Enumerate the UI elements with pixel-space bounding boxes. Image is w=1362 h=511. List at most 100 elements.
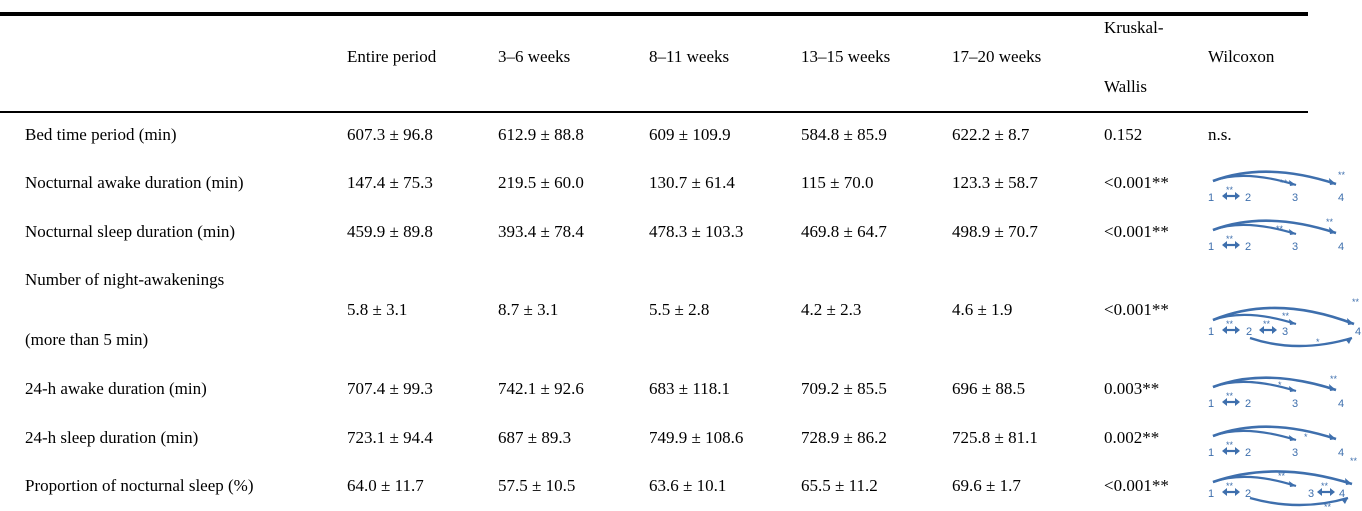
cell-13-15-weeks: 709.2 ± 85.5 bbox=[801, 379, 887, 398]
node-label: 3 bbox=[1292, 241, 1298, 253]
row-label: Nocturnal sleep duration (min) bbox=[25, 222, 236, 241]
node-label: 1 bbox=[1208, 398, 1214, 410]
significance-mark: ** bbox=[1330, 374, 1338, 384]
node-label: 1 bbox=[1208, 241, 1214, 253]
cell-13-15-weeks: 4.2 ± 2.3 bbox=[801, 300, 862, 319]
node-label: 3 bbox=[1308, 488, 1314, 500]
cell-8-11-weeks: 130.7 ± 61.4 bbox=[649, 173, 735, 192]
pairwise-comparison-graphic: 1 2 3 4 ** * bbox=[1208, 425, 1344, 459]
cell-3-6-weeks: 687 ± 89.3 bbox=[498, 428, 572, 447]
node-label: 3 bbox=[1292, 398, 1298, 410]
pairwise-comparison-graphic: 1 2 3 4 ** * ** bbox=[1208, 374, 1344, 410]
node-label: 4 bbox=[1338, 241, 1344, 253]
node-label: 2 bbox=[1245, 241, 1251, 253]
node-label: 1 bbox=[1208, 488, 1214, 500]
cell-8-11-weeks: 683 ± 118.1 bbox=[649, 379, 730, 398]
cell-17-20-weeks: 622.2 ± 8.7 bbox=[952, 125, 1030, 144]
row-label: Number of night-awakenings bbox=[25, 270, 225, 289]
cell-8-11-weeks: 5.5 ± 2.8 bbox=[649, 300, 710, 319]
cell-17-20-weeks: 696 ± 88.5 bbox=[952, 379, 1026, 398]
significance-mark: ** bbox=[1226, 440, 1234, 450]
cell-13-15-weeks: 115 ± 70.0 bbox=[801, 173, 874, 192]
cell-entire: 147.4 ± 75.3 bbox=[347, 173, 433, 192]
cell-wilcoxon-ns: n.s. bbox=[1208, 125, 1232, 144]
node-label: 2 bbox=[1246, 326, 1252, 338]
node-label: 4 bbox=[1355, 326, 1361, 338]
pairwise-comparison-graphic: 1 2 3 4 ** ** ** bbox=[1208, 217, 1344, 253]
cell-entire: 459.9 ± 89.8 bbox=[347, 222, 433, 241]
cell-kruskal-wallis: 0.003** bbox=[1104, 379, 1160, 398]
header-17-20-weeks: 17–20 weeks bbox=[952, 47, 1042, 66]
significance-mark: ** bbox=[1326, 217, 1334, 227]
cell-kruskal-wallis: <0.001** bbox=[1104, 173, 1169, 192]
cell-3-6-weeks: 742.1 ± 92.6 bbox=[498, 379, 584, 398]
significance-mark: * bbox=[1304, 432, 1308, 442]
significance-mark: ** bbox=[1352, 297, 1360, 307]
cell-8-11-weeks: 478.3 ± 103.3 bbox=[649, 222, 744, 241]
cell-3-6-weeks: 57.5 ± 10.5 bbox=[498, 476, 576, 495]
significance-mark: * bbox=[1316, 337, 1320, 347]
wilcoxon-diagram-24h-awake: 1 2 3 4 ** * ** bbox=[1206, 371, 1356, 411]
cell-3-6-weeks: 393.4 ± 78.4 bbox=[498, 222, 584, 241]
cell-17-20-weeks: 725.8 ± 81.1 bbox=[952, 428, 1038, 447]
cell-kruskal-wallis: <0.001** bbox=[1104, 476, 1169, 495]
row-label-continued: (more than 5 min) bbox=[25, 330, 149, 349]
node-label: 2 bbox=[1245, 398, 1251, 410]
node-label: 4 bbox=[1339, 488, 1345, 500]
node-label: 1 bbox=[1208, 192, 1214, 204]
row-label: Nocturnal awake duration (min) bbox=[25, 173, 244, 192]
table-top-rule bbox=[0, 12, 1308, 16]
header-13-15-weeks: 13–15 weeks bbox=[801, 47, 891, 66]
cell-kruskal-wallis: <0.001** bbox=[1104, 300, 1169, 319]
wilcoxon-diagram-nocturnal-sleep: 1 2 3 4 ** ** ** bbox=[1206, 214, 1356, 254]
wilcoxon-diagram-proportion-nocturnal: 1 2 3 4 ** ** ** ** ** bbox=[1206, 452, 1362, 511]
significance-mark: ** bbox=[1278, 471, 1286, 481]
node-label: 2 bbox=[1245, 488, 1251, 500]
cell-13-15-weeks: 469.8 ± 64.7 bbox=[801, 222, 887, 241]
cell-entire: 607.3 ± 96.8 bbox=[347, 125, 433, 144]
cell-17-20-weeks: 123.3 ± 58.7 bbox=[952, 173, 1038, 192]
cell-kruskal-wallis: 0.002** bbox=[1104, 428, 1160, 447]
significance-mark: * bbox=[1278, 380, 1282, 390]
node-label: 2 bbox=[1245, 192, 1251, 204]
significance-mark: ** bbox=[1282, 311, 1290, 321]
node-label: 4 bbox=[1338, 398, 1344, 410]
wilcoxon-diagram-nocturnal-awake: 1 2 3 4 ** ** ** bbox=[1206, 165, 1356, 205]
wilcoxon-diagram-night-awakenings: 1 2 3 4 ** ** ** ** * bbox=[1206, 290, 1362, 348]
significance-mark: ** bbox=[1226, 319, 1234, 329]
significance-mark: ** bbox=[1276, 224, 1284, 234]
cell-13-15-weeks: 584.8 ± 85.9 bbox=[801, 125, 887, 144]
cell-8-11-weeks: 63.6 ± 10.1 bbox=[649, 476, 727, 495]
significance-mark: ** bbox=[1226, 185, 1234, 195]
header-kruskal-wallis-line1: Kruskal- bbox=[1104, 18, 1164, 37]
cell-entire: 5.8 ± 3.1 bbox=[347, 300, 408, 319]
header-3-6-weeks: 3–6 weeks bbox=[498, 47, 571, 66]
node-label: 2 bbox=[1245, 447, 1251, 459]
cell-kruskal-wallis: 0.152 bbox=[1104, 125, 1143, 144]
cell-3-6-weeks: 612.9 ± 88.8 bbox=[498, 125, 584, 144]
significance-mark: ** bbox=[1280, 178, 1288, 188]
row-label: 24-h awake duration (min) bbox=[25, 379, 207, 398]
row-label: Bed time period (min) bbox=[25, 125, 177, 144]
cell-17-20-weeks: 69.6 ± 1.7 bbox=[952, 476, 1021, 495]
pairwise-comparison-graphic: 1 2 3 4 ** ** ** ** * bbox=[1208, 297, 1361, 348]
pairwise-comparison-graphic: 1 2 3 4 ** ** ** ** ** bbox=[1208, 456, 1358, 511]
significance-mark: ** bbox=[1321, 481, 1329, 491]
wilcoxon-diagram-24h-sleep: 1 2 3 4 ** * bbox=[1206, 420, 1356, 460]
row-label: 24-h sleep duration (min) bbox=[25, 428, 199, 447]
node-label: 1 bbox=[1208, 447, 1214, 459]
cell-3-6-weeks: 219.5 ± 60.0 bbox=[498, 173, 584, 192]
cell-13-15-weeks: 65.5 ± 11.2 bbox=[801, 476, 878, 495]
header-rule bbox=[0, 111, 1308, 113]
node-label: 4 bbox=[1338, 447, 1344, 459]
significance-mark: ** bbox=[1226, 234, 1234, 244]
node-label: 4 bbox=[1338, 192, 1344, 204]
significance-mark: ** bbox=[1350, 456, 1358, 466]
cell-8-11-weeks: 609 ± 109.9 bbox=[649, 125, 731, 144]
header-wilcoxon: Wilcoxon bbox=[1208, 47, 1275, 66]
row-label: Proportion of nocturnal sleep (%) bbox=[25, 476, 254, 495]
cell-3-6-weeks: 8.7 ± 3.1 bbox=[498, 300, 559, 319]
cell-17-20-weeks: 4.6 ± 1.9 bbox=[952, 300, 1013, 319]
cell-17-20-weeks: 498.9 ± 70.7 bbox=[952, 222, 1038, 241]
pairwise-comparison-graphic: 1 2 3 4 ** ** ** bbox=[1208, 170, 1346, 204]
